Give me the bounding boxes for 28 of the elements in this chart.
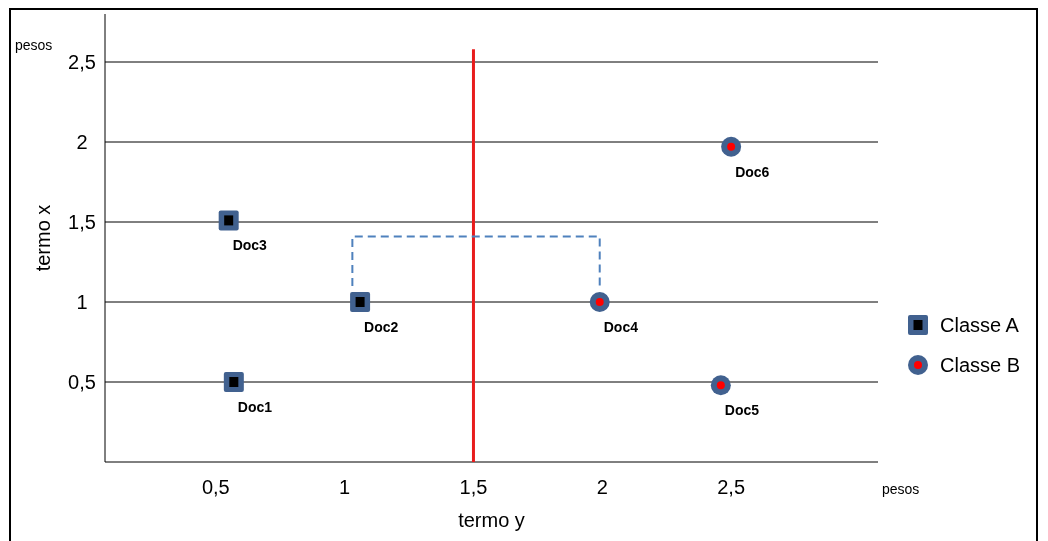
annotation: Doc3: [232, 237, 268, 254]
y-tick-label: 2: [76, 131, 88, 153]
legend-label: Classe B: [940, 354, 1021, 376]
x-tick-label: 1: [339, 476, 351, 498]
y-tick-label: 1: [76, 291, 88, 313]
x-tick-label: 1,5: [459, 476, 488, 498]
point: [589, 292, 610, 312]
y-axis-title: termo x: [32, 204, 54, 272]
x-tick-label: 2,5: [717, 476, 746, 498]
annotation: Doc1: [237, 399, 273, 415]
x-axis-title: termo y: [458, 509, 525, 531]
y-tick-label: 0,5: [68, 371, 96, 393]
annotation: Doc5: [724, 402, 760, 419]
point: [223, 372, 244, 392]
y-tick-label: 1,5: [68, 211, 96, 233]
text: pesos: [882, 481, 920, 497]
point: [218, 210, 239, 231]
text: pesos: [15, 37, 53, 53]
x-tick-label: 2: [596, 476, 608, 498]
point: [721, 136, 742, 157]
legend-label: Classe A: [940, 314, 1020, 336]
point: [350, 292, 371, 312]
annotation: Doc6: [735, 163, 770, 180]
x-tick-label: 0,5: [201, 476, 230, 498]
y-tick-label: 2,5: [68, 51, 96, 73]
point: [710, 375, 731, 396]
annotation: Doc2: [364, 319, 399, 335]
annotation: Doc4: [603, 319, 639, 335]
